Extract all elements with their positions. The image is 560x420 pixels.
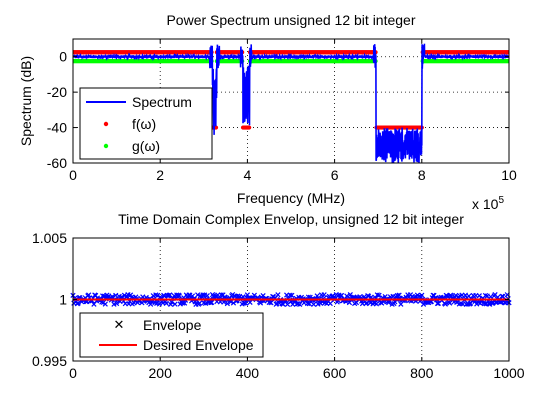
envelope-point [168, 299, 175, 305]
spectrum-x-exponent-base: x 10 [472, 196, 499, 212]
envelope-point [243, 300, 249, 306]
spectrum-xtick-label: 2 [156, 167, 164, 183]
envelope-point [287, 292, 293, 298]
spectrum-axes: 0 2 4 6 8 10 0 -20 -40 -60 Power Spectrum unsigne… [18, 12, 517, 212]
envelope-xtick-label: 400 [236, 365, 260, 381]
envelope-point [196, 300, 203, 306]
spectrum-xtick-label: 6 [331, 167, 339, 183]
envelope-point [376, 292, 382, 298]
envelope-ytick-label: 0.995 [32, 353, 67, 369]
envelope-point [99, 299, 105, 305]
spectrum-xtick-label: 10 [501, 167, 517, 183]
legend-envelope-label: Envelope [143, 317, 202, 333]
envelope-point [321, 292, 327, 298]
legend-desired-label: Desired Envelope [143, 337, 254, 353]
spectrum-xtick-label: 0 [69, 167, 77, 183]
envelope-legend-box [79, 312, 264, 358]
spectrum-ticks: 0 2 4 6 8 10 0 -20 -40 -60 [47, 39, 517, 183]
envelope-point [481, 301, 488, 307]
envelope-plot-area [70, 291, 512, 308]
envelope-point [304, 300, 311, 307]
spectrum-ytick-label: -60 [47, 155, 67, 171]
spectrum-axes-frame [72, 38, 510, 164]
g-omega-series [73, 59, 509, 64]
spectrum-ytick-label: -20 [47, 84, 67, 100]
envelope-xtick-label: 600 [323, 365, 347, 381]
spectrum-ytick-label: -40 [47, 120, 67, 136]
spectrum-plot-area [73, 43, 509, 163]
envelope-point [500, 293, 506, 300]
envelope-ytick-label: 1.005 [32, 230, 67, 246]
g-omega-point [506, 59, 509, 64]
envelope-xtick-label: 800 [410, 365, 434, 381]
envelope-point [275, 292, 281, 298]
envelope-point [113, 300, 120, 307]
spectrum-legend-box [79, 87, 213, 160]
envelope-point [297, 301, 303, 308]
envelope-axes: 0 200 400 600 800 1000 1.005 1 0.995 Time Domain… [32, 211, 525, 381]
envelope-point [200, 292, 206, 298]
legend-f-label: f(ω) [132, 116, 156, 132]
spectrum-xtick-label: 4 [244, 167, 252, 183]
legend-f-marker [103, 121, 109, 127]
envelope-point [224, 301, 230, 307]
envelope-point [268, 300, 274, 306]
spectrum-ytick-label: 0 [59, 49, 67, 65]
envelope-point [419, 292, 425, 298]
legend-g-marker [103, 143, 109, 149]
legend-g-label: g(ω) [132, 138, 160, 154]
envelope-point [102, 301, 108, 307]
envelope-point [314, 293, 320, 299]
envelope-point [204, 292, 210, 299]
envelope-point [100, 293, 106, 299]
envelope-point [453, 292, 459, 298]
envelope-point [338, 292, 345, 299]
spectrum-x-exponent-power: 5 [498, 195, 504, 206]
spectrum-line [73, 43, 509, 163]
envelope-xtick-label: 1000 [493, 365, 524, 381]
envelope-point [476, 293, 482, 299]
f-omega-point [506, 50, 509, 55]
envelope-point [442, 301, 448, 307]
envelope-point [311, 301, 317, 308]
envelope-legend: ✕ Envelope Desired Envelope [79, 312, 264, 358]
envelope-point [202, 300, 209, 306]
spectrum-ylabel: Spectrum (dB) [18, 56, 34, 146]
f-omega-point [213, 125, 219, 130]
envelope-xtick-label: 0 [69, 365, 77, 381]
envelope-point [347, 292, 353, 298]
f-omega-point [247, 125, 252, 130]
envelope-point [240, 294, 246, 300]
envelope-title: Time Domain Complex Envelop, unsigned 12… [118, 211, 464, 227]
envelope-point [247, 299, 253, 306]
envelope-point [163, 300, 169, 306]
envelope-xtick-label: 200 [149, 365, 173, 381]
envelope-point [172, 301, 178, 307]
envelope-point [396, 292, 402, 298]
spectrum-title: Power Spectrum unsigned 12 bit integer [166, 12, 415, 28]
envelope-point [344, 293, 350, 299]
spectrum-xtick-label: 8 [418, 167, 426, 183]
envelope-point [327, 300, 333, 307]
envelope-ticks: 0 200 400 600 800 1000 1.005 1 0.995 [32, 230, 525, 381]
envelope-point [218, 292, 224, 298]
envelope-point [113, 292, 119, 299]
envelope-point [289, 292, 295, 298]
legend-spectrum-label: Spectrum [132, 94, 192, 110]
envelope-point [209, 299, 215, 306]
spectrum-xlabel: Frequency (MHz) [237, 190, 345, 206]
legend-envelope-marker: ✕ [114, 317, 125, 332]
spectrum-legend: Spectrum f(ω) g(ω) [79, 87, 213, 160]
envelope-ytick-label: 1 [59, 292, 67, 308]
spectrum-x-exponent: x 105 [472, 195, 504, 212]
